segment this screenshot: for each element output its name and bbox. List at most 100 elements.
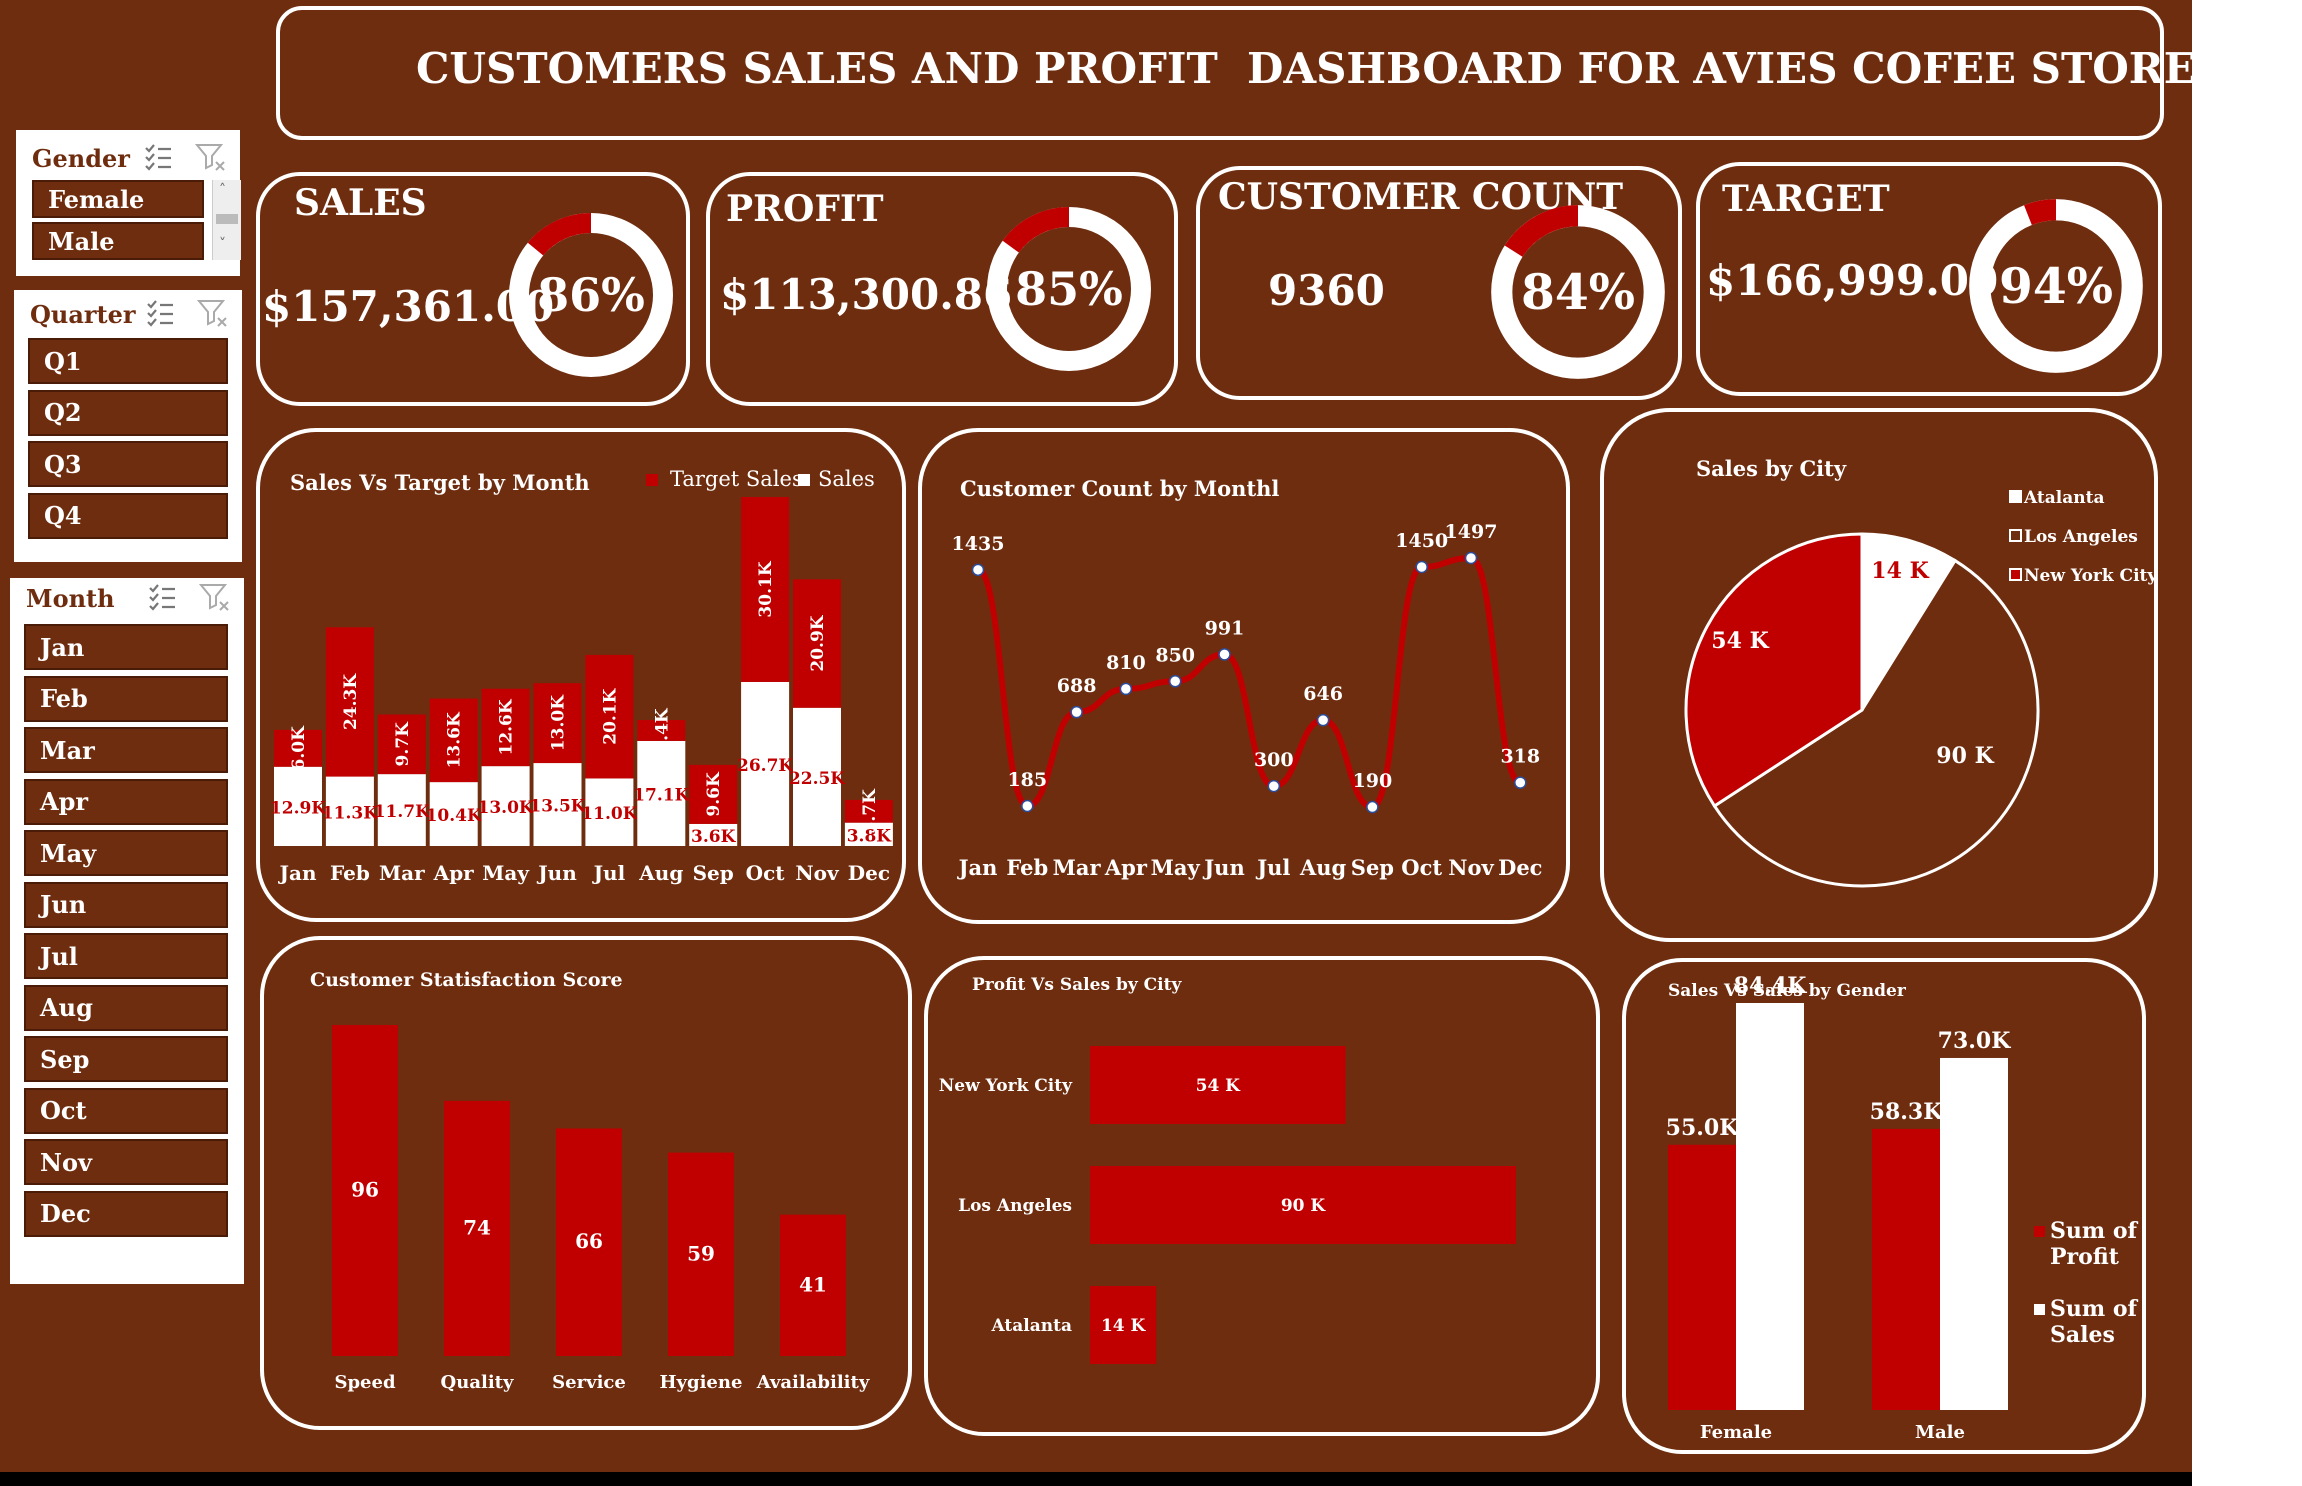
clear-filter-icon[interactable] <box>196 296 228 328</box>
clear-filter-icon[interactable] <box>198 580 230 612</box>
donut-percent-label: 94% <box>1999 258 2113 315</box>
sales-by-city-chart: Sales by City 14 K 90 K 54 K Atalanta Los Ang… <box>1684 456 2158 888</box>
slicer-item-male[interactable]: Male <box>32 222 204 260</box>
multi-select-icon[interactable] <box>146 580 178 612</box>
legend-label: Sum of <box>2050 1296 2138 1322</box>
legend-swatch-sales <box>798 474 810 486</box>
clear-filter-icon[interactable] <box>194 140 226 172</box>
data-label: 1450 <box>1395 530 1448 552</box>
data-label-sales: 12.9K <box>270 798 327 818</box>
bottom-strip <box>0 1472 2302 1486</box>
data-label-target: 9.6K <box>704 771 724 817</box>
data-label-target: 13.6K <box>445 711 465 768</box>
multi-select-icon[interactable] <box>144 296 176 328</box>
slicer-item-jun[interactable]: Jun <box>24 881 228 928</box>
slicer-item-may[interactable]: May <box>24 830 228 876</box>
x-tick-label: Mar <box>379 861 425 885</box>
slicer-item-q2[interactable]: Q2 <box>28 389 228 436</box>
scroll-down-icon[interactable]: ˅ <box>219 236 226 252</box>
x-tick-label: Feb <box>1006 855 1048 880</box>
sales-by-city-card <box>1600 408 2158 942</box>
bar <box>1090 1046 1346 1124</box>
data-point <box>1366 800 1379 814</box>
x-tick-label: Speed <box>334 1372 395 1393</box>
bar-sales <box>741 681 790 846</box>
data-label: 74 <box>463 1215 491 1239</box>
donut-remaining-arc <box>527 213 592 256</box>
x-tick-label: Feb <box>330 861 370 885</box>
scroll-thumb[interactable] <box>216 214 238 224</box>
legend-label: Atalanta <box>2023 488 2104 508</box>
data-label: 66 <box>575 1229 603 1253</box>
bar <box>780 1214 846 1356</box>
bar-target <box>844 799 893 823</box>
legend-swatch <box>2034 1226 2045 1237</box>
data-label-sales: 11.3K <box>322 803 379 823</box>
pie-slice-new-york-city <box>1684 532 1864 809</box>
x-tick-label: Aug <box>638 861 683 885</box>
donut-percent-label: 84% <box>1521 264 1635 321</box>
sales-by-gender-chart: Sales Vs Sales by Gender 55.0K 84.4K Female… <box>1666 973 2139 1443</box>
x-tick-label: Oct <box>746 861 786 885</box>
data-label: 41 <box>799 1272 827 1296</box>
x-tick-label: Jun <box>1202 855 1244 880</box>
gender-scrollbar[interactable]: ˄ ˅ <box>212 180 241 260</box>
data-label-target: 3.4K <box>652 707 672 753</box>
data-label: 300 <box>1254 749 1294 771</box>
bar <box>1090 1286 1157 1364</box>
x-tick-label: Quality <box>441 1372 514 1393</box>
data-label: 58.3K <box>1870 1099 1944 1125</box>
slicer-item-q1[interactable]: Q1 <box>28 338 228 384</box>
bar <box>556 1128 622 1356</box>
data-point <box>1168 675 1182 688</box>
data-label-target: 20.1K <box>600 687 620 744</box>
scroll-up-icon[interactable]: ˄ <box>219 182 226 198</box>
slicer-item-aug[interactable]: Aug <box>24 984 228 1031</box>
data-label: 1435 <box>952 533 1005 555</box>
bar-sales <box>637 740 686 846</box>
data-label-sales: 3.6K <box>691 827 737 847</box>
x-tick-label: Dec <box>848 861 890 885</box>
slicer-item-q3[interactable]: Q3 <box>28 441 228 487</box>
kpi-label-target: TARGET <box>1722 178 1890 220</box>
slicer-item-jan[interactable]: Jan <box>24 624 228 670</box>
sales-vs-target-card <box>256 428 906 922</box>
donut-remaining-arc <box>1504 205 1579 258</box>
x-tick-label: Female <box>1700 1422 1772 1443</box>
slicer-item-mar[interactable]: Mar <box>24 727 228 773</box>
slicer-item-nov[interactable]: Nov <box>24 1139 228 1185</box>
data-label-sales: 26.7K <box>737 756 794 776</box>
slicer-item-feb[interactable]: Feb <box>24 675 228 722</box>
data-point <box>1070 705 1083 719</box>
x-tick-label: Mar <box>1053 855 1102 880</box>
x-tick-label: May <box>482 861 530 885</box>
slicer-item-jul[interactable]: Jul <box>24 933 228 979</box>
slicer-item-oct[interactable]: Oct <box>24 1087 228 1134</box>
data-label-target: 20.9K <box>808 614 828 671</box>
y-tick-label: Atalanta <box>991 1316 1072 1336</box>
data-label: 55.0K <box>1666 1115 1740 1141</box>
data-label: 96 <box>351 1178 379 1202</box>
slicer-item-apr[interactable]: Apr <box>24 778 228 825</box>
legend-label: Sum of <box>2050 1218 2138 1244</box>
data-label-sales: 13.0K <box>478 798 535 818</box>
data-label-sales: 10.4K <box>426 806 483 826</box>
slicer-item-dec[interactable]: Dec <box>24 1190 228 1237</box>
kpi-value-customer-count: 9360 <box>1268 266 1385 315</box>
legend-swatch-target <box>646 474 658 486</box>
data-label: 646 <box>1303 683 1343 705</box>
data-label-target: 24.3K <box>341 673 361 730</box>
y-tick-label: Los Angeles <box>958 1196 1072 1216</box>
legend-label: Los Angeles <box>2024 527 2138 547</box>
x-tick-label: Jul <box>1255 855 1290 880</box>
data-label-target: 9.7K <box>393 721 413 767</box>
multi-select-icon[interactable] <box>142 140 174 172</box>
slicer-item-q4[interactable]: Q4 <box>28 492 228 539</box>
chart-title: Profit Vs Sales by City <box>972 975 1182 995</box>
bar-target <box>377 714 426 775</box>
bar-sales <box>377 774 426 846</box>
kpi-donut-customer-count: 84% <box>1491 205 1665 379</box>
slicer-item-female[interactable]: Female <box>32 180 204 218</box>
slicer-item-sep[interactable]: Sep <box>24 1036 228 1082</box>
right-strip <box>2192 0 2302 1486</box>
